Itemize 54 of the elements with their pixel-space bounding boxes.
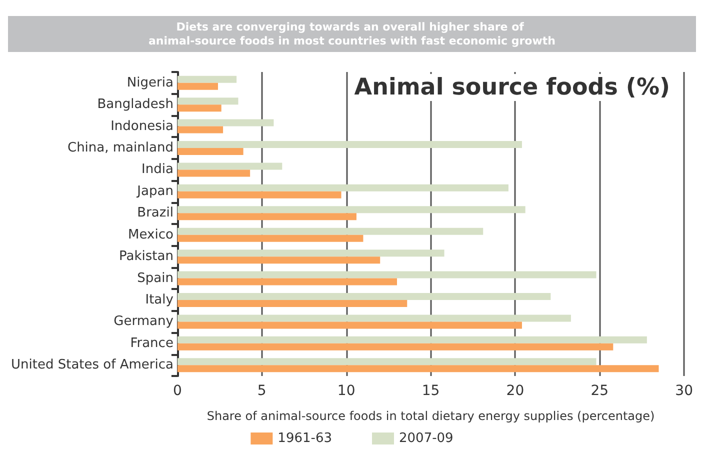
bar [177, 170, 250, 177]
y-tick-label: China, mainland [67, 140, 174, 156]
y-tick-label: Germany [114, 314, 174, 330]
y-tick-label: United States of America [10, 358, 174, 373]
bar [177, 162, 282, 170]
y-tick-label: Indonesia [110, 118, 174, 134]
x-tick-label: 5 [257, 383, 266, 399]
y-tick-label: India [142, 162, 174, 178]
bar [177, 184, 508, 192]
bar [177, 126, 224, 134]
bar [177, 82, 218, 90]
x-axis-title: Share of animal-source foods in total dietary energy supplies (percentage) [206, 409, 655, 423]
chart-title: Diets are converging towards an overall higher share of animal-source foods in most countries with fast economic growth [148, 20, 556, 48]
legend-label: 2007-09 [399, 431, 454, 446]
bar [177, 76, 237, 83]
x-tick-label: 30 [675, 383, 694, 399]
bar [177, 104, 222, 112]
x-tick-label: 20 [506, 383, 524, 399]
bar [177, 250, 444, 257]
chart-subtitle: Animal source foods (%) [354, 74, 670, 100]
y-tick-label: Nigeria [126, 75, 174, 90]
bar [177, 271, 596, 278]
bar [177, 213, 356, 220]
bar [177, 343, 614, 350]
y-tick-label: Spain [137, 270, 174, 286]
x-tick-label: 15 [422, 383, 440, 399]
bar [177, 206, 526, 214]
bar [177, 293, 551, 300]
x-tick-label: 10 [337, 383, 356, 399]
y-tick-label: Japan [136, 184, 174, 199]
bar [177, 365, 659, 372]
bar [177, 98, 238, 105]
y-tick-label: France [130, 336, 174, 351]
bar [177, 314, 571, 322]
y-tick-label: Pakistan [119, 249, 174, 264]
bar [177, 228, 484, 235]
bar [177, 148, 244, 155]
bar [177, 322, 522, 329]
bar [177, 191, 342, 198]
bar [177, 119, 274, 126]
y-tick-label: Italy [145, 292, 174, 308]
bar [177, 234, 364, 242]
x-tick-label: 0 [172, 383, 182, 399]
bar [177, 358, 596, 366]
bar [177, 141, 522, 148]
y-tick-label: Bangladesh [97, 97, 174, 112]
bar [177, 256, 380, 264]
bar [177, 278, 397, 286]
x-tick-label: 25 [590, 383, 609, 399]
bar [177, 336, 647, 344]
y-tick-label: Brazil [137, 206, 174, 221]
bar [177, 300, 408, 307]
legend-label: 1961-63 [278, 431, 332, 446]
y-tick-label: Mexico [128, 227, 174, 242]
